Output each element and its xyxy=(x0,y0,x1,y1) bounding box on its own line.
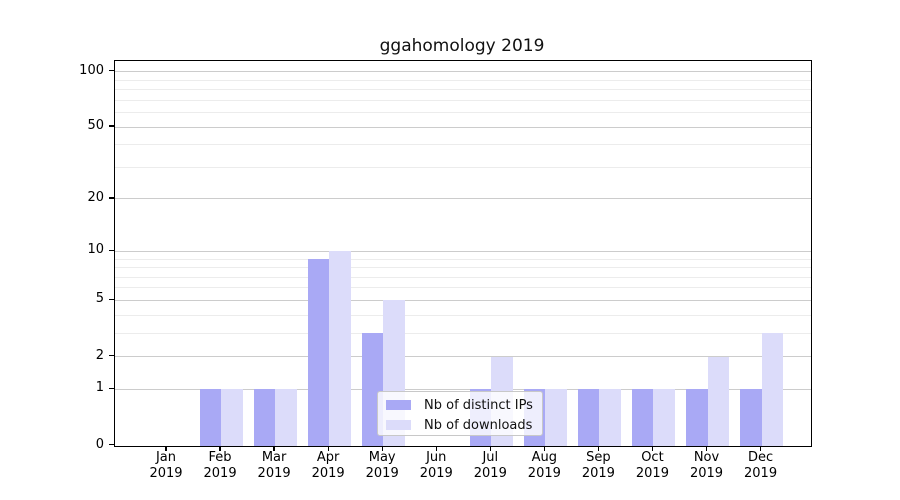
bar-downloads-oct xyxy=(653,389,675,446)
x-tick-mark xyxy=(489,446,491,451)
gridline-minor xyxy=(115,332,811,334)
y-tick-label: 5 xyxy=(95,291,104,307)
x-tick-mark xyxy=(273,446,275,451)
x-tick-mark xyxy=(597,446,600,451)
legend-swatch-downloads xyxy=(386,420,411,430)
bar-downloads-sep xyxy=(599,389,621,446)
x-tick-mark xyxy=(759,446,762,451)
x-tick-label: May 2019 xyxy=(365,450,399,481)
x-tick-label: Nov 2019 xyxy=(689,450,724,481)
x-tick-mark xyxy=(219,446,221,451)
y-tick-mark xyxy=(109,197,114,199)
x-tick-label: Oct 2019 xyxy=(635,450,669,481)
bar-downloads-mar xyxy=(275,389,297,446)
x-tick-mark xyxy=(165,446,167,451)
gridline-minor xyxy=(115,99,811,101)
bar-distinct-ips-nov xyxy=(686,389,708,446)
y-tick-label: 0 xyxy=(95,436,104,452)
gridline-major xyxy=(115,198,811,200)
bar-distinct-ips-sep xyxy=(577,389,600,446)
x-tick-label: Aug 2019 xyxy=(527,450,561,481)
gridline-minor xyxy=(115,144,811,146)
gridline-minor xyxy=(115,287,811,289)
y-tick-mark xyxy=(109,298,114,301)
legend-item-distinct-ips: Nb of distinct IPs xyxy=(386,395,542,415)
x-tick-label: Mar 2019 xyxy=(257,450,291,481)
gridline-minor xyxy=(115,166,811,168)
gridline-minor xyxy=(115,276,811,278)
chart-title: ggahomology 2019 xyxy=(379,36,545,56)
gridline-major xyxy=(115,356,811,358)
gridline-major xyxy=(115,250,811,252)
y-tick-mark xyxy=(109,443,114,446)
x-tick-label: Sep 2019 xyxy=(581,450,615,481)
x-tick-mark xyxy=(381,446,383,451)
gridline-minor xyxy=(115,112,811,114)
bar-distinct-ips-dec xyxy=(740,389,762,446)
bar-downloads-dec xyxy=(761,333,784,446)
x-tick-label: Dec 2019 xyxy=(744,450,778,481)
y-tick-label: 50 xyxy=(87,118,104,134)
y-tick-mark xyxy=(109,249,114,251)
legend-label-distinct-ips: Nb of distinct IPs xyxy=(424,397,533,413)
x-tick-mark xyxy=(651,446,654,451)
y-tick-label: 2 xyxy=(95,347,104,363)
gridline-major xyxy=(115,126,811,128)
gridline-major xyxy=(115,71,811,73)
bar-distinct-ips-mar xyxy=(253,389,276,446)
y-tick-label: 20 xyxy=(87,189,104,205)
plot-area xyxy=(114,59,812,447)
bar-distinct-ips-apr xyxy=(307,259,330,446)
gridline-minor xyxy=(115,89,811,91)
bar-distinct-ips-feb xyxy=(199,389,222,446)
y-tick-mark xyxy=(109,354,114,357)
y-tick-mark xyxy=(109,70,114,72)
x-tick-label: Jan 2019 xyxy=(149,450,183,481)
legend: Nb of distinct IPs Nb of downloads xyxy=(377,391,543,436)
bar-downloads-nov xyxy=(707,356,729,446)
x-tick-label: Jun 2019 xyxy=(419,450,453,481)
bar-distinct-ips-oct xyxy=(631,389,654,446)
x-tick-label: Feb 2019 xyxy=(203,450,237,481)
y-tick-label: 10 xyxy=(87,242,104,258)
x-tick-mark xyxy=(327,446,329,451)
x-tick-mark xyxy=(705,446,708,451)
gridline-minor xyxy=(115,314,811,316)
gridline-minor xyxy=(115,258,811,260)
bar-downloads-aug xyxy=(545,389,567,446)
y-tick-mark xyxy=(109,387,114,389)
legend-swatch-distinct-ips xyxy=(386,400,411,410)
legend-item-downloads: Nb of downloads xyxy=(386,415,542,435)
bar-downloads-feb xyxy=(221,389,243,446)
gridline-major xyxy=(115,299,811,301)
x-tick-label: Jul 2019 xyxy=(473,450,507,481)
x-tick-mark xyxy=(435,446,437,451)
legend-label-downloads: Nb of downloads xyxy=(424,417,533,433)
gridline-minor xyxy=(115,79,811,81)
gridline-major xyxy=(115,388,811,390)
x-tick-label: Apr 2019 xyxy=(311,450,345,481)
y-tick-mark xyxy=(109,125,114,127)
y-tick-label: 100 xyxy=(79,62,104,78)
gridline-minor xyxy=(115,267,811,269)
bar-downloads-apr xyxy=(329,251,351,446)
x-tick-mark xyxy=(543,446,545,451)
y-tick-label: 1 xyxy=(95,380,104,396)
